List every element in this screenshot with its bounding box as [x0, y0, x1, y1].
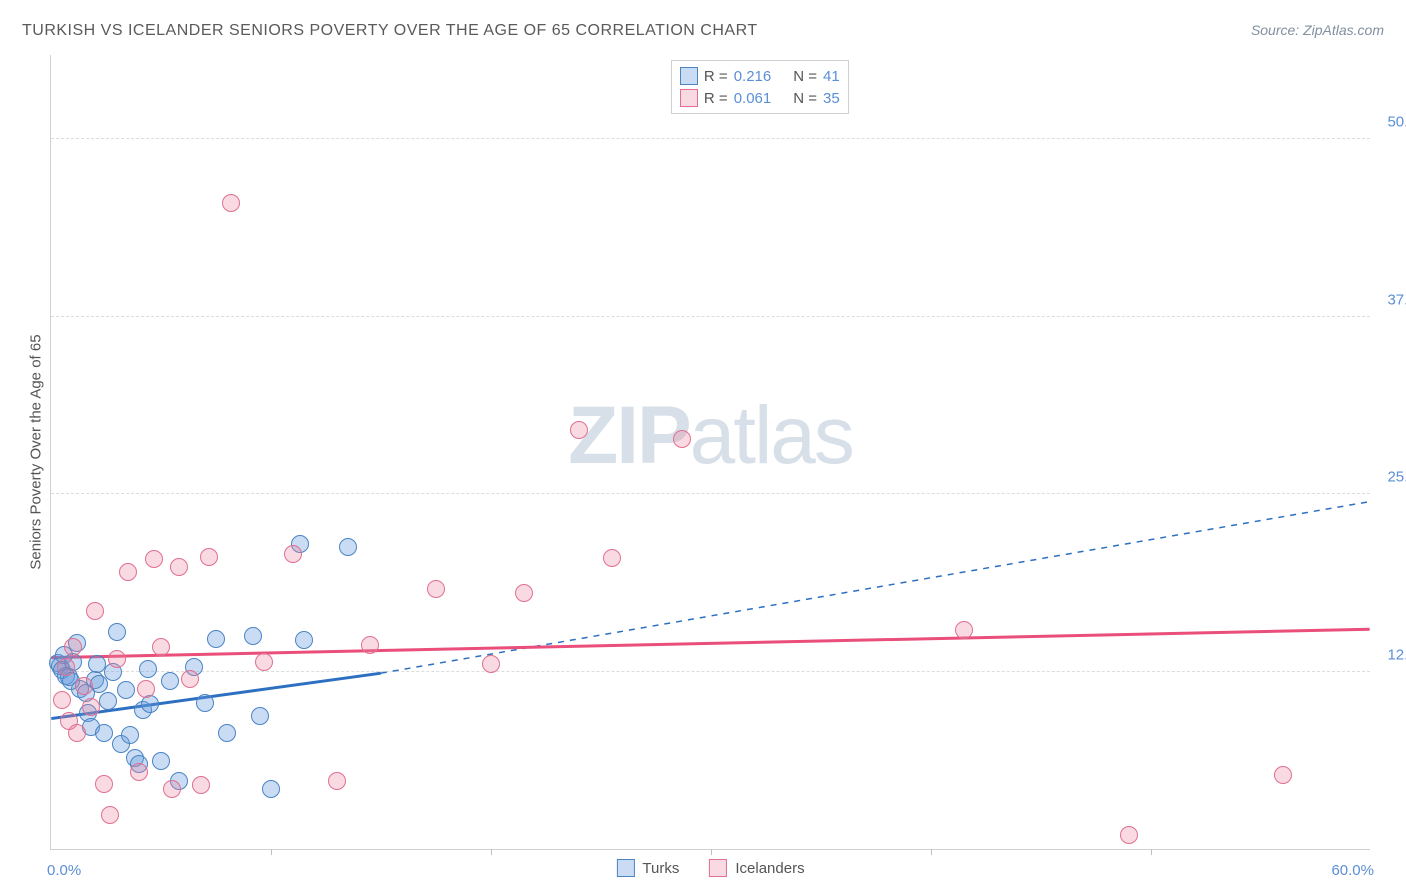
scatter-point: [192, 776, 210, 794]
scatter-point: [53, 691, 71, 709]
scatter-point: [570, 421, 588, 439]
scatter-point: [163, 780, 181, 798]
scatter-point: [108, 650, 126, 668]
scatter-point: [117, 681, 135, 699]
correlation-stats-box: R = 0.216 N = 41 R = 0.061 N = 35: [671, 60, 849, 114]
swatch-icon: [709, 859, 727, 877]
scatter-point: [222, 194, 240, 212]
scatter-point: [603, 549, 621, 567]
stats-row-turks: R = 0.216 N = 41: [680, 65, 840, 87]
y-tick-label: 37.5%: [1375, 291, 1406, 308]
scatter-point: [152, 638, 170, 656]
y-tick-label: 12.5%: [1375, 646, 1406, 663]
scatter-point: [295, 631, 313, 649]
scatter-point: [196, 694, 214, 712]
scatter-point: [339, 538, 357, 556]
scatter-point: [181, 670, 199, 688]
x-tick: [491, 849, 492, 855]
scatter-point: [101, 806, 119, 824]
scatter-point: [284, 545, 302, 563]
scatter-point: [88, 655, 106, 673]
scatter-point: [99, 692, 117, 710]
scatter-point: [75, 677, 93, 695]
scatter-point: [57, 658, 75, 676]
scatter-point: [152, 752, 170, 770]
swatch-icon: [680, 89, 698, 107]
x-axis-max: 60.0%: [1331, 862, 1374, 879]
legend: Turks Icelanders: [616, 859, 804, 877]
scatter-point: [82, 698, 100, 716]
scatter-point: [515, 584, 533, 602]
y-tick-label: 50.0%: [1375, 114, 1406, 131]
legend-item-turks: Turks: [616, 859, 679, 877]
legend-item-icelanders: Icelanders: [709, 859, 804, 877]
scatter-point: [328, 772, 346, 790]
scatter-point: [207, 630, 225, 648]
scatter-point: [95, 724, 113, 742]
stats-row-icelanders: R = 0.061 N = 35: [680, 87, 840, 109]
scatter-point: [262, 780, 280, 798]
scatter-point: [68, 724, 86, 742]
scatter-point: [218, 724, 236, 742]
scatter-point: [1120, 826, 1138, 844]
scatter-point: [121, 726, 139, 744]
x-axis-min: 0.0%: [47, 862, 81, 879]
scatter-point: [244, 627, 262, 645]
x-tick: [931, 849, 932, 855]
scatter-point: [1274, 766, 1292, 784]
source-label: Source: ZipAtlas.com: [1251, 22, 1384, 38]
scatter-point: [119, 563, 137, 581]
swatch-icon: [616, 859, 634, 877]
scatter-point: [255, 653, 273, 671]
scatter-point: [170, 558, 188, 576]
scatter-plot-area: Seniors Poverty Over the Age of 65 ZIPat…: [50, 55, 1370, 850]
scatter-point: [955, 621, 973, 639]
x-tick: [1151, 849, 1152, 855]
swatch-icon: [680, 67, 698, 85]
y-tick-label: 25.0%: [1375, 469, 1406, 486]
trend-lines: [51, 55, 1370, 849]
scatter-point: [361, 636, 379, 654]
x-tick: [711, 849, 712, 855]
scatter-point: [161, 672, 179, 690]
scatter-point: [86, 602, 104, 620]
scatter-point: [427, 580, 445, 598]
scatter-point: [141, 695, 159, 713]
chart-title: TURKISH VS ICELANDER SENIORS POVERTY OVE…: [22, 22, 758, 40]
x-tick: [271, 849, 272, 855]
scatter-point: [64, 638, 82, 656]
scatter-point: [482, 655, 500, 673]
scatter-point: [95, 775, 113, 793]
y-axis-label: Seniors Poverty Over the Age of 65: [28, 334, 45, 569]
scatter-point: [130, 763, 148, 781]
scatter-point: [200, 548, 218, 566]
scatter-point: [673, 430, 691, 448]
scatter-point: [108, 623, 126, 641]
scatter-point: [145, 550, 163, 568]
scatter-point: [251, 707, 269, 725]
scatter-point: [137, 680, 155, 698]
scatter-point: [139, 660, 157, 678]
